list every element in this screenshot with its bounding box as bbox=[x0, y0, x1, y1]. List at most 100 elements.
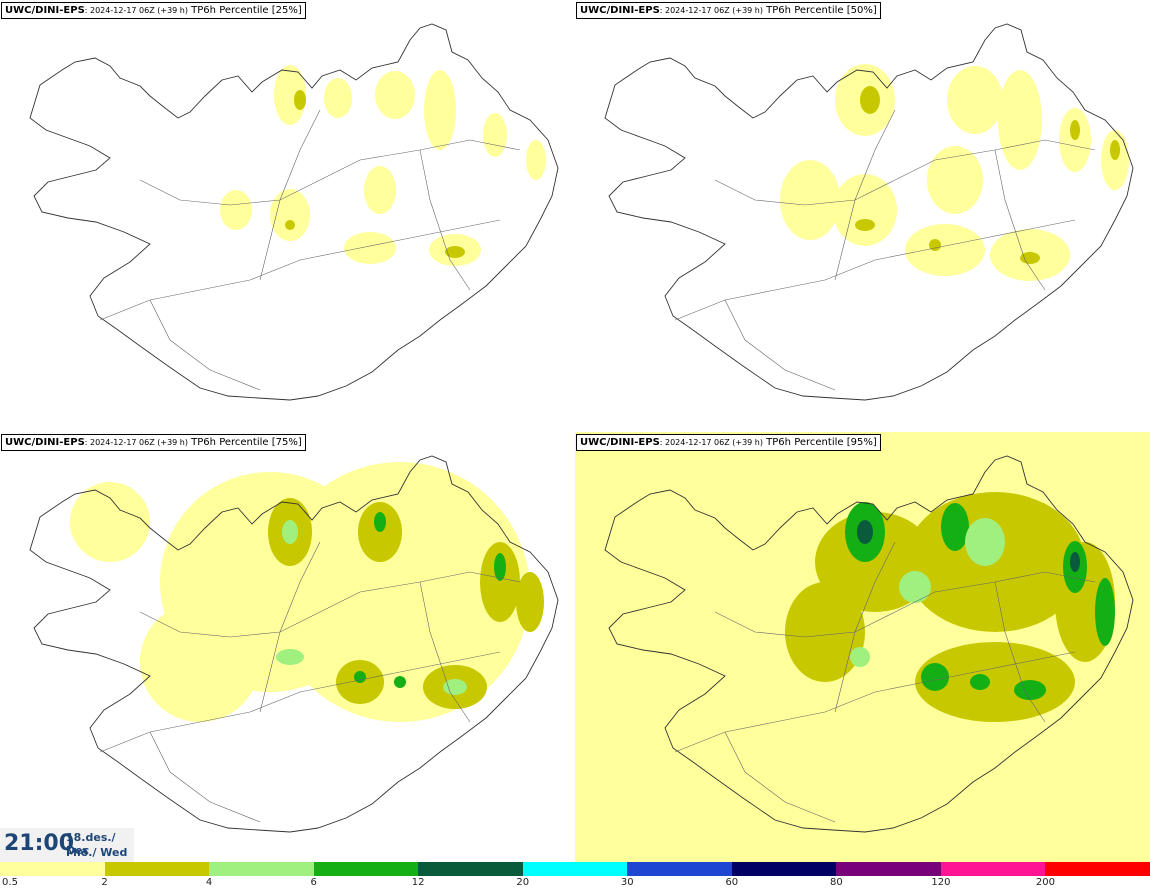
road-line bbox=[139, 571, 521, 638]
iceland-coastline bbox=[604, 23, 1134, 401]
colorbar-segment bbox=[418, 862, 523, 876]
road-line bbox=[724, 731, 836, 823]
precip-area bbox=[516, 572, 544, 632]
precip-map bbox=[604, 23, 1134, 401]
colorbar-segment bbox=[0, 862, 105, 876]
precip-area bbox=[833, 174, 897, 246]
valid-weekday: Mið./ Wed bbox=[66, 846, 128, 859]
road-line bbox=[714, 571, 1096, 638]
colorbar-segment bbox=[731, 862, 837, 876]
precip-area bbox=[480, 542, 520, 622]
precip-area bbox=[526, 140, 546, 180]
precip-area bbox=[1020, 252, 1040, 264]
colorbar-tick-label: 30 bbox=[620, 877, 634, 888]
valid-time-box: 21:00 18.des./ Dec Mið./ Wed bbox=[0, 828, 134, 862]
road-line bbox=[994, 149, 1046, 291]
precip-area bbox=[324, 78, 352, 118]
precip-area bbox=[857, 520, 873, 544]
colorbar-segment bbox=[1045, 862, 1150, 876]
precip-map bbox=[575, 432, 1150, 863]
map-panel-p75: UWC/DINI-EPS: 2024-12-17 06Z (+39 h) TP6… bbox=[0, 432, 575, 863]
precip-area bbox=[364, 166, 396, 214]
precip-area bbox=[374, 512, 386, 532]
colorbar-ticks: 0.5 2 4 6 12 20 30 60 80 120 200 bbox=[0, 876, 1150, 891]
iceland-coastline bbox=[604, 455, 1134, 833]
iceland-coastline bbox=[29, 455, 559, 833]
road-line bbox=[994, 581, 1046, 723]
colorbar-tick-label: 0.5 bbox=[2, 877, 18, 888]
road-line bbox=[834, 541, 896, 713]
precip-area bbox=[70, 482, 150, 562]
precip-area bbox=[445, 246, 465, 258]
road-line bbox=[834, 109, 896, 281]
road-line bbox=[99, 651, 501, 753]
precip-area bbox=[282, 520, 298, 544]
road-line bbox=[674, 219, 1076, 321]
precip-area bbox=[941, 503, 969, 551]
road-line bbox=[674, 651, 1076, 753]
road-line bbox=[419, 149, 471, 291]
road-line bbox=[259, 109, 321, 281]
road-line bbox=[149, 731, 261, 823]
iceland-coastline bbox=[29, 23, 559, 401]
precip-map bbox=[29, 455, 559, 833]
precip-area bbox=[1070, 552, 1080, 572]
precip-area bbox=[921, 663, 949, 691]
colorbar-segment bbox=[522, 862, 628, 876]
precip-area bbox=[929, 239, 941, 251]
road-line bbox=[149, 299, 261, 391]
road-line bbox=[259, 541, 321, 713]
map-panel-p25: UWC/DINI-EPS: 2024-12-17 06Z (+39 h) TP6… bbox=[0, 0, 575, 431]
panel-title: UWC/DINI-EPS: 2024-12-17 06Z (+39 h) TP6… bbox=[576, 2, 881, 19]
precip-area bbox=[443, 679, 467, 695]
precip-area bbox=[354, 671, 366, 683]
colorbar-segment bbox=[313, 862, 419, 876]
colorbar-tick-label: 6 bbox=[310, 877, 317, 888]
precip-area bbox=[270, 462, 530, 722]
colorbar-segment bbox=[836, 862, 941, 876]
road-line bbox=[724, 299, 836, 391]
precip-area bbox=[375, 71, 415, 119]
colorbar-segment bbox=[627, 862, 732, 876]
panel-title: UWC/DINI-EPS: 2024-12-17 06Z (+39 h) TP6… bbox=[576, 434, 881, 451]
colorbar-tick-label: 200 bbox=[1035, 877, 1055, 888]
panel-title: UWC/DINI-EPS: 2024-12-17 06Z (+39 h) TP6… bbox=[1, 434, 306, 451]
precip-area bbox=[274, 65, 306, 125]
precip-area bbox=[1110, 140, 1120, 160]
precip-area bbox=[780, 160, 840, 240]
colorbar-tick-label: 120 bbox=[931, 877, 951, 888]
precip-area bbox=[424, 70, 456, 150]
precip-area bbox=[1070, 120, 1080, 140]
precip-area bbox=[1095, 578, 1115, 646]
precip-area bbox=[850, 647, 870, 667]
colorbar-tick-label: 12 bbox=[411, 877, 425, 888]
precip-area bbox=[1014, 680, 1046, 700]
precip-area bbox=[855, 219, 875, 231]
colorbar-tick-label: 60 bbox=[725, 877, 739, 888]
map-panel-p95: UWC/DINI-EPS: 2024-12-17 06Z (+39 h) TP6… bbox=[575, 432, 1150, 863]
precip-area bbox=[947, 66, 1003, 134]
precip-area bbox=[294, 90, 306, 110]
colorbar-tick-label: 80 bbox=[829, 877, 843, 888]
valid-hour: 21:00 bbox=[4, 831, 75, 856]
road-line bbox=[419, 581, 471, 723]
precip-area bbox=[927, 146, 983, 214]
precip-area bbox=[915, 642, 1075, 722]
precip-area bbox=[494, 553, 506, 581]
precip-area bbox=[785, 582, 865, 682]
road-line bbox=[714, 139, 1096, 206]
precip-area bbox=[965, 518, 1005, 566]
colorbar-segment bbox=[104, 862, 210, 876]
precip-area bbox=[899, 571, 931, 603]
precip-area bbox=[276, 649, 304, 665]
valid-date: 18.des./ Dec bbox=[66, 831, 116, 857]
colorbar-segment bbox=[940, 862, 1046, 876]
map-panel-p50: UWC/DINI-EPS: 2024-12-17 06Z (+39 h) TP6… bbox=[575, 0, 1150, 431]
precip-area bbox=[998, 70, 1042, 170]
precip-colorbar bbox=[0, 862, 1150, 876]
colorbar-tick-label: 4 bbox=[205, 877, 213, 888]
colorbar-segment bbox=[209, 862, 314, 876]
precip-area bbox=[483, 113, 507, 157]
precip-area bbox=[970, 674, 990, 690]
precip-map bbox=[29, 23, 559, 401]
